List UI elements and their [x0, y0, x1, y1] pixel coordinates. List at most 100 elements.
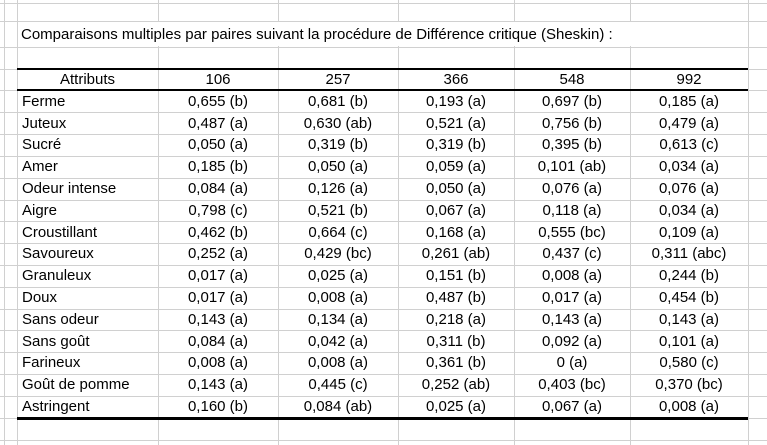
value-cell[interactable]: 0,311 (b) — [426, 332, 486, 350]
value-cell[interactable]: 0,067 (a) — [425, 201, 487, 219]
attribute-cell[interactable]: Juteux — [22, 114, 67, 132]
value-cell[interactable]: 0,059 (a) — [425, 158, 487, 176]
header-cell-548[interactable]: 548 — [559, 71, 585, 88]
value-cell[interactable]: 0,143 (a) — [658, 310, 720, 328]
attribute-cell[interactable]: Croustillant — [22, 223, 98, 241]
value-cell[interactable]: 0,151 (b) — [425, 267, 487, 285]
value-cell[interactable]: 0,143 (a) — [187, 376, 249, 394]
value-cell[interactable]: 0,697 (b) — [541, 92, 603, 110]
value-cell[interactable]: 0,429 (bc) — [304, 245, 372, 263]
value-cell[interactable]: 0,445 (c) — [308, 376, 368, 394]
value-cell[interactable]: 0,613 (c) — [659, 136, 719, 154]
header-cell-366[interactable]: 366 — [443, 71, 469, 88]
value-cell[interactable]: 0,454 (b) — [658, 289, 720, 307]
header-cell-attributs[interactable]: Attributs — [59, 71, 116, 88]
value-cell[interactable]: 0,109 (a) — [658, 223, 720, 241]
value-cell[interactable]: 0,521 (b) — [307, 201, 369, 219]
value-cell[interactable]: 0,168 (a) — [425, 223, 487, 241]
attribute-cell[interactable]: Sans goût — [22, 332, 90, 350]
value-cell[interactable]: 0,008 (a) — [541, 267, 603, 285]
attribute-cell[interactable]: Astringent — [22, 398, 90, 416]
value-cell[interactable]: 0,311 (abc) — [651, 245, 727, 263]
value-cell[interactable]: 0,319 (b) — [307, 136, 369, 154]
attribute-cell[interactable]: Ferme — [22, 92, 66, 110]
value-cell[interactable]: 0,244 (b) — [658, 267, 720, 285]
attribute-cell[interactable]: Granuleux — [22, 267, 92, 285]
value-cell[interactable]: 0,681 (b) — [307, 92, 369, 110]
value-cell[interactable]: 0,101 (a) — [658, 332, 720, 350]
value-cell[interactable]: 0,479 (a) — [658, 114, 720, 132]
value-cell[interactable]: 0,008 (a) — [307, 289, 369, 307]
attribute-cell[interactable]: Sans odeur — [22, 310, 99, 328]
value-cell[interactable]: 0,017 (a) — [187, 267, 249, 285]
value-cell[interactable]: 0,185 (a) — [658, 92, 720, 110]
value-cell[interactable]: 0,034 (a) — [658, 158, 720, 176]
table-row: Granuleux 0,017 (a) 0,025 (a) 0,151 (b) 0,00… — [17, 265, 748, 287]
attribute-cell[interactable]: Farineux — [22, 354, 81, 372]
value-cell[interactable]: 0,756 (b) — [541, 114, 603, 132]
value-cell[interactable]: 0,084 (ab) — [303, 398, 373, 416]
attribute-cell[interactable]: Amer — [22, 158, 58, 176]
table-row: Sucré 0,050 (a) 0,319 (b) 0,319 (b) 0,395 (b… — [17, 134, 748, 156]
value-cell[interactable]: 0,521 (a) — [425, 114, 487, 132]
value-cell[interactable]: 0,798 (c) — [188, 201, 248, 219]
value-cell[interactable]: 0,319 (b) — [425, 136, 487, 154]
value-cell[interactable]: 0,126 (a) — [307, 180, 369, 198]
attribute-cell[interactable]: Goût de pomme — [22, 376, 130, 394]
value-cell[interactable]: 0,050 (a) — [187, 136, 249, 154]
value-cell[interactable]: 0,076 (a) — [658, 180, 720, 198]
attribute-cell[interactable]: Sucré — [22, 136, 62, 154]
value-cell[interactable]: 0,101 (ab) — [537, 158, 607, 176]
value-cell[interactable]: 0,050 (a) — [425, 180, 487, 198]
attribute-cell[interactable]: Odeur intense — [22, 180, 117, 198]
value-cell[interactable]: 0,076 (a) — [541, 180, 603, 198]
value-cell[interactable]: 0 (a) — [556, 354, 588, 372]
value-cell[interactable]: 0,655 (b) — [187, 92, 249, 110]
value-cell[interactable]: 0,134 (a) — [307, 310, 369, 328]
value-cell[interactable]: 0,462 (b) — [187, 223, 249, 241]
value-cell[interactable]: 0,193 (a) — [425, 92, 487, 110]
value-cell[interactable]: 0,555 (bc) — [538, 223, 606, 241]
value-cell[interactable]: 0,370 (bc) — [655, 376, 723, 394]
value-cell[interactable]: 0,143 (a) — [541, 310, 603, 328]
value-cell[interactable]: 0,160 (b) — [187, 398, 249, 416]
value-cell[interactable]: 0,437 (c) — [542, 245, 602, 263]
value-cell[interactable]: 0,580 (c) — [659, 354, 719, 372]
value-cell[interactable]: 0,630 (ab) — [303, 114, 373, 132]
value-cell[interactable]: 0,008 (a) — [187, 354, 249, 372]
value-cell[interactable]: 0,084 (a) — [187, 180, 249, 198]
value-cell[interactable]: 0,185 (b) — [187, 158, 249, 176]
value-cell[interactable]: 0,067 (a) — [541, 398, 603, 416]
value-cell[interactable]: 0,487 (b) — [425, 289, 487, 307]
attribute-cell[interactable]: Doux — [22, 289, 58, 307]
value-cell[interactable]: 0,017 (a) — [187, 289, 249, 307]
value-cell[interactable]: 0,218 (a) — [425, 310, 487, 328]
value-cell[interactable]: 0,084 (a) — [187, 332, 249, 350]
value-cell[interactable]: 0,664 (c) — [308, 223, 368, 241]
value-cell[interactable]: 0,252 (a) — [187, 245, 249, 263]
header-cell-257[interactable]: 257 — [325, 71, 351, 88]
value-cell[interactable]: 0,395 (b) — [541, 136, 603, 154]
value-cell[interactable]: 0,008 (a) — [307, 354, 369, 372]
header-cell-992[interactable]: 992 — [676, 71, 702, 88]
value-cell[interactable]: 0,118 (a) — [542, 201, 602, 219]
value-cell[interactable]: 0,017 (a) — [541, 289, 603, 307]
value-cell[interactable]: 0,034 (a) — [658, 201, 720, 219]
value-cell[interactable]: 0,143 (a) — [187, 310, 249, 328]
value-cell[interactable]: 0,261 (ab) — [421, 245, 491, 263]
value-cell[interactable]: 0,008 (a) — [658, 398, 720, 416]
header-cell-106[interactable]: 106 — [205, 71, 231, 88]
value-cell[interactable]: 0,403 (bc) — [538, 376, 606, 394]
value-cell[interactable]: 0,025 (a) — [307, 267, 369, 285]
value-cell[interactable]: 0,025 (a) — [425, 398, 487, 416]
gridline-horizontal — [0, 21, 767, 22]
value-cell[interactable]: 0,050 (a) — [307, 158, 369, 176]
value-cell[interactable]: 0,361 (b) — [425, 354, 487, 372]
value-cell[interactable]: 0,252 (ab) — [421, 376, 491, 394]
attribute-cell[interactable]: Savoureux — [22, 245, 94, 263]
value-cell[interactable]: 0,092 (a) — [541, 332, 603, 350]
value-cell[interactable]: 0,042 (a) — [307, 332, 369, 350]
table-title-cell[interactable]: Comparaisons multiples par paires suivan… — [21, 25, 613, 43]
value-cell[interactable]: 0,487 (a) — [187, 114, 249, 132]
attribute-cell[interactable]: Aigre — [22, 201, 58, 219]
